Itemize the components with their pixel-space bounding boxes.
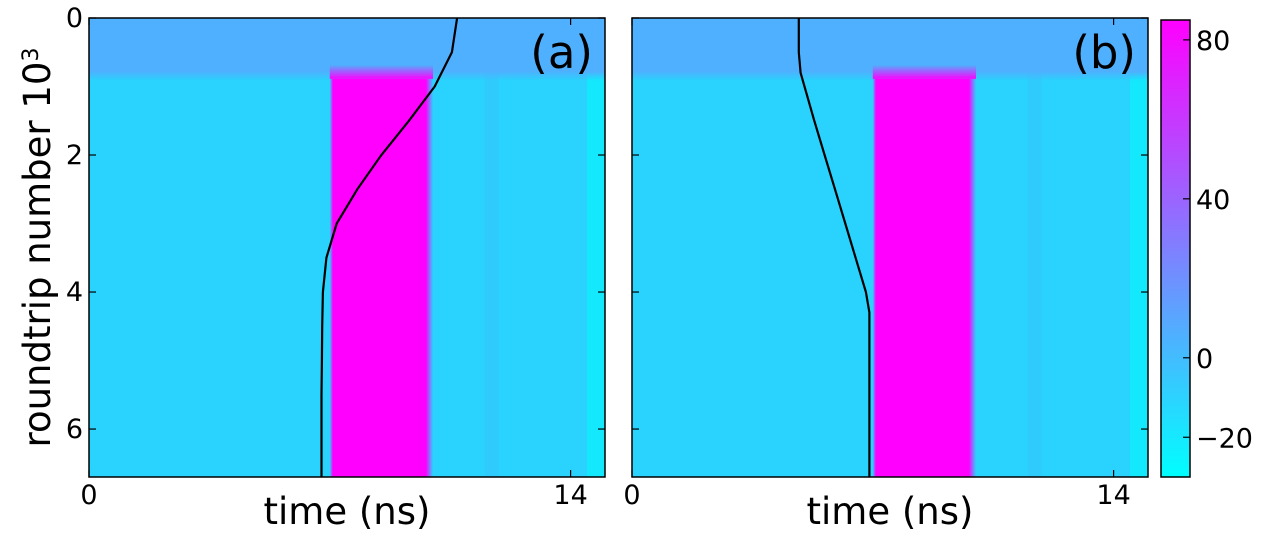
y-tick-label: 6 <box>66 414 83 445</box>
field-edge-strip <box>587 73 605 477</box>
panel-b-trajectory-layer <box>797 18 871 477</box>
panel-b-x-axis-title: time (ns) <box>807 490 974 533</box>
colorbar: 80 40 0 −20 <box>1160 19 1253 478</box>
colorbar-ticks: 80 40 0 −20 <box>1183 26 1253 454</box>
x-tick-label: 14 <box>553 480 587 511</box>
y-tick-label: 4 <box>66 277 83 308</box>
y-axis-title-superscript: 3 <box>19 48 44 62</box>
colorbar-tick-label: 40 <box>1196 185 1230 216</box>
field-edge-strip <box>1130 73 1148 477</box>
trajectory-line <box>320 17 459 477</box>
colorbar-gradient <box>1160 19 1191 478</box>
x-tick-label: 0 <box>80 480 97 511</box>
hot-region-fade <box>872 64 976 79</box>
panel-a-heatmap-field <box>89 18 605 477</box>
panel-b-frame <box>631 17 1149 478</box>
x-tick-label: 14 <box>1096 480 1130 511</box>
panel-b: 0 14 (b) time (ns) <box>623 17 1149 533</box>
colorbar-tick-label: 80 <box>1196 26 1230 57</box>
field-faint-band <box>484 73 499 477</box>
y-axis-title: roundtrip number 103 <box>16 48 59 448</box>
panel-b-label: (b) <box>1072 26 1136 79</box>
y-tick-label: 0 <box>66 3 83 34</box>
field-faint-band <box>1027 73 1042 477</box>
hot-region <box>872 78 976 477</box>
trajectory-line <box>797 18 871 477</box>
x-tick-label: 0 <box>623 480 640 511</box>
panel-a-frame <box>88 17 606 478</box>
y-axis-title-text: roundtrip number 10 <box>16 62 59 448</box>
y-tick-label: 2 <box>66 140 83 171</box>
colorbar-tick-label: −20 <box>1196 423 1253 454</box>
panel-a: 0 2 4 6 0 14 (a) time (ns) <box>66 3 606 533</box>
panel-b-ticks: 0 14 <box>623 17 1148 511</box>
panel-b-heatmap-field <box>632 18 1148 477</box>
panel-a-trajectory-layer <box>320 17 459 477</box>
panel-a-ticks: 0 2 4 6 0 14 <box>66 3 605 511</box>
panel-a-label: (a) <box>530 26 593 79</box>
hot-region-fade <box>329 64 433 79</box>
colorbar-tick-label: 0 <box>1196 344 1213 375</box>
hot-region <box>329 78 433 477</box>
panel-a-x-axis-title: time (ns) <box>264 490 431 533</box>
